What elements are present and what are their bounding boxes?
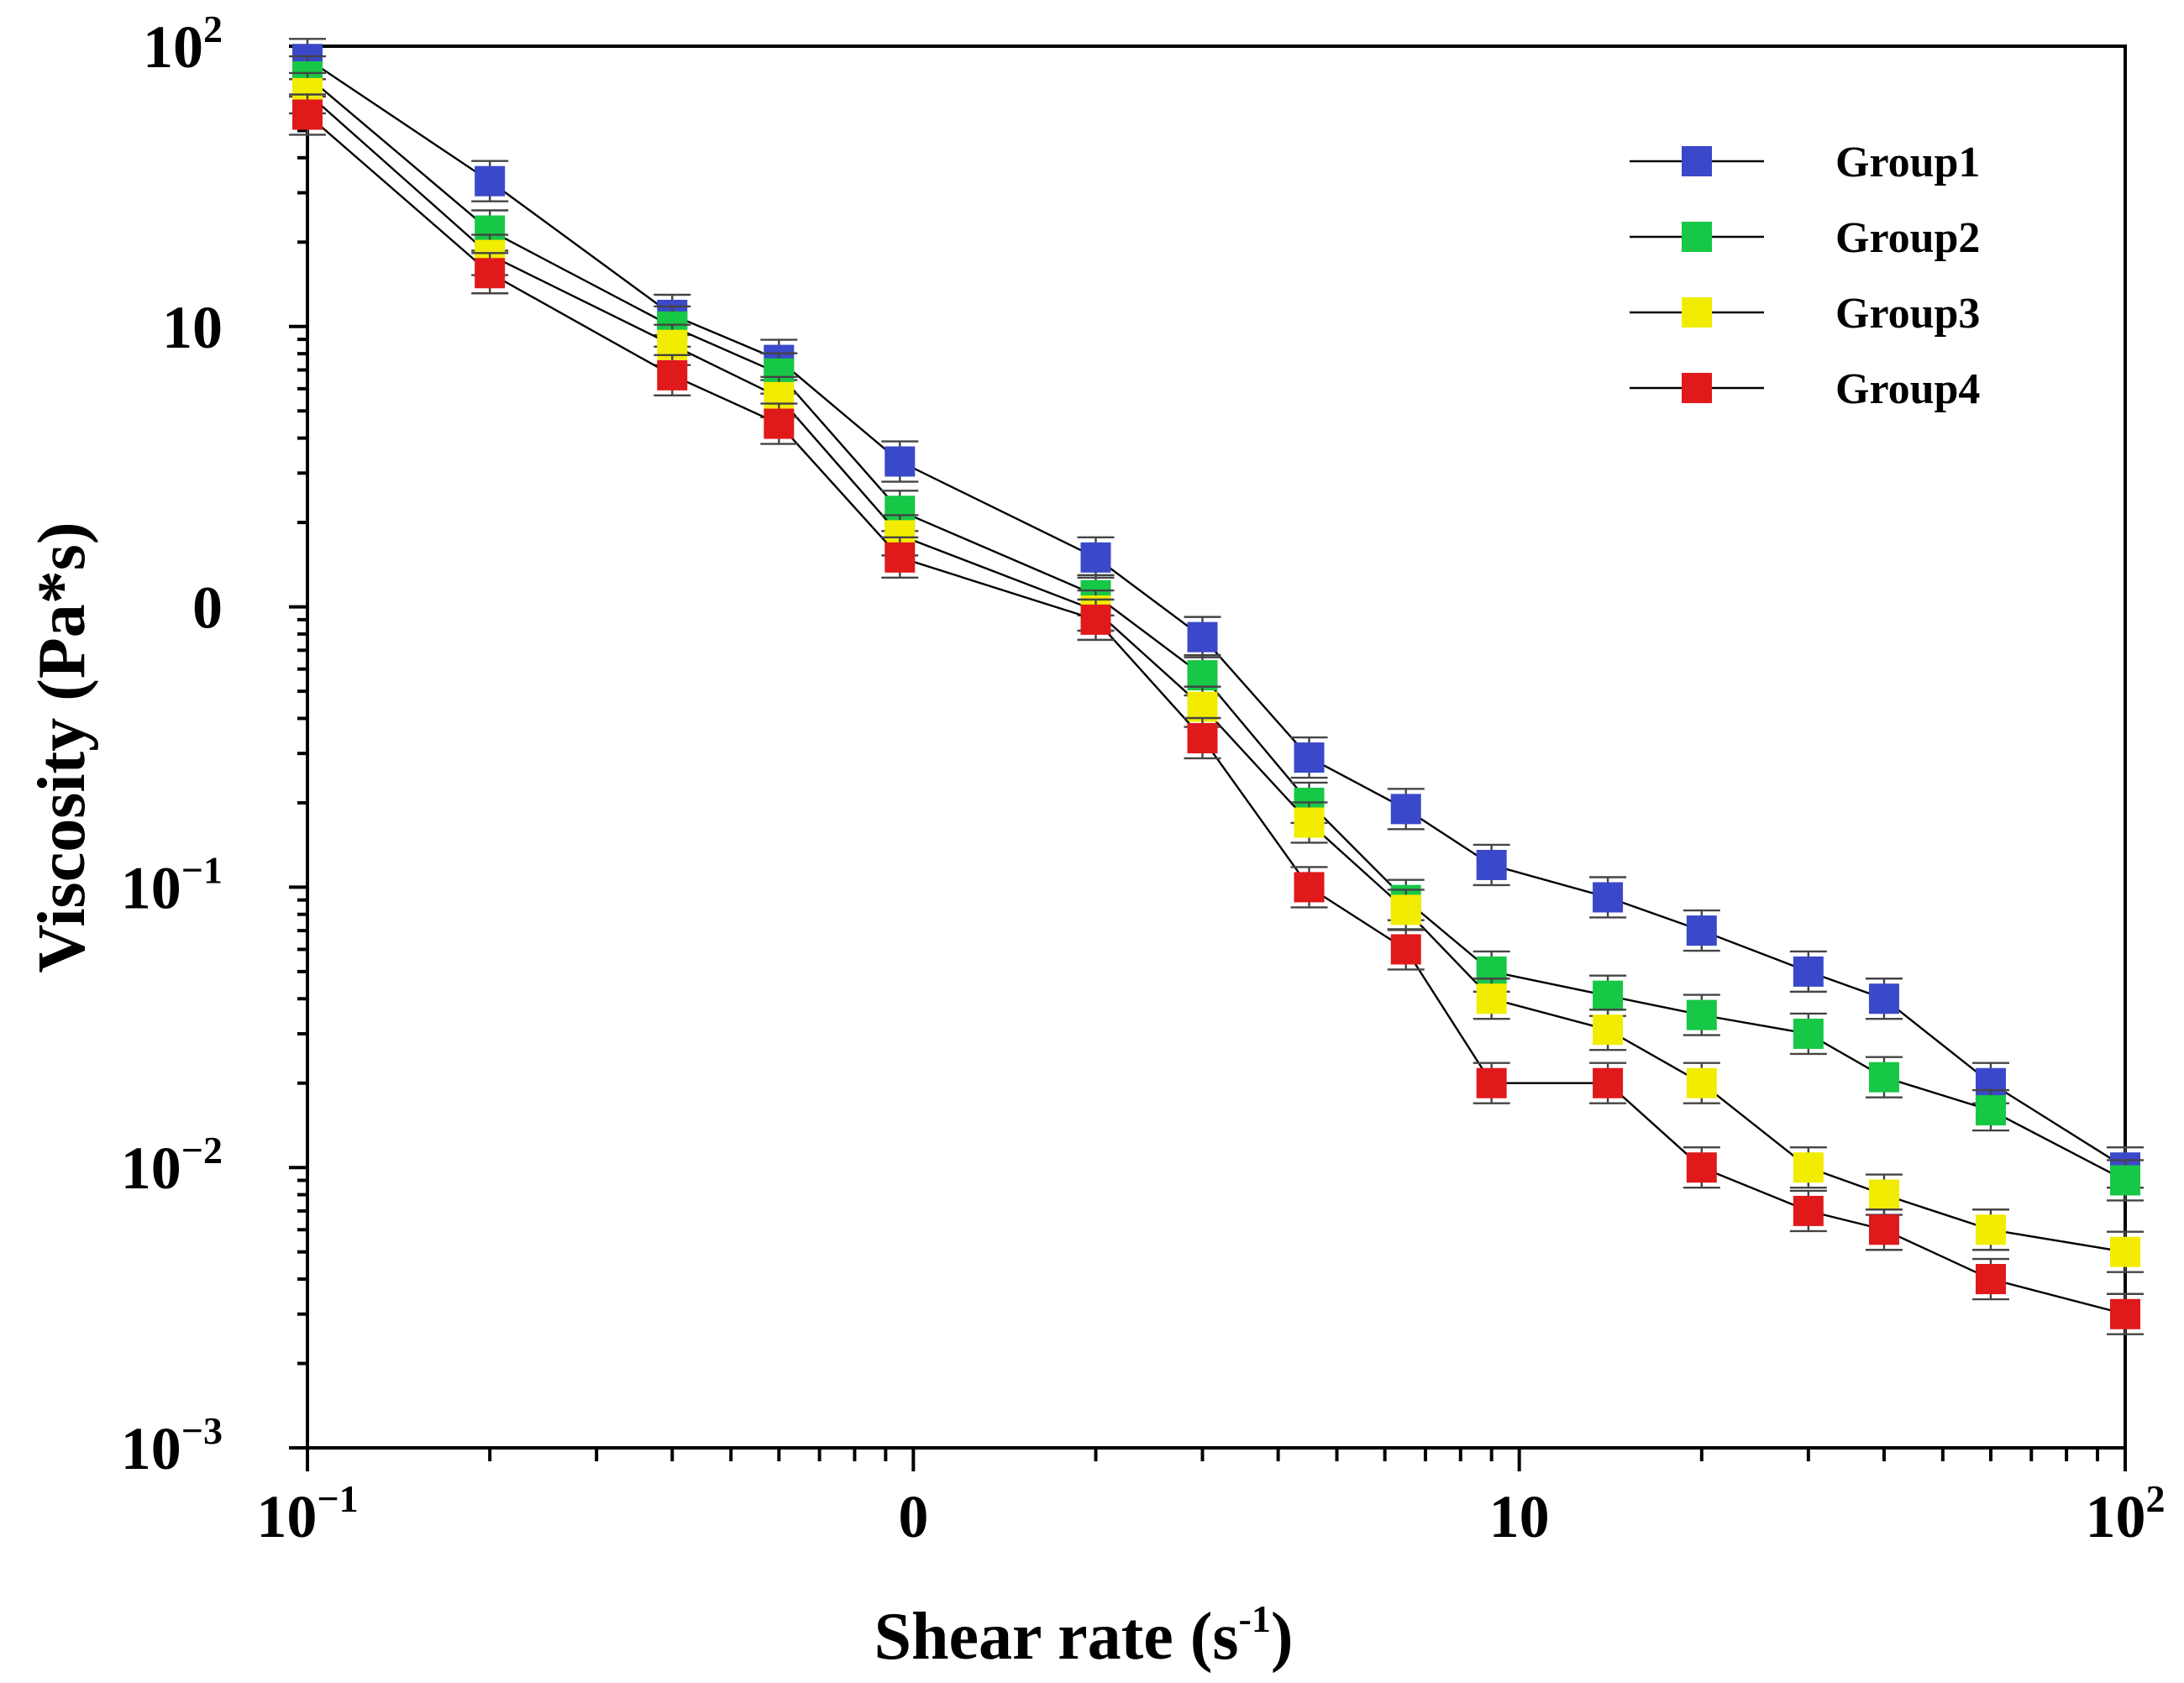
data-point bbox=[1187, 660, 1218, 691]
y-axis-title: Viscosity (Pa*s) bbox=[25, 522, 99, 973]
data-point bbox=[1593, 1015, 1624, 1046]
y-tick-label: 10−1 bbox=[121, 848, 223, 921]
x-tick-label: 102 bbox=[2086, 1477, 2166, 1550]
data-point bbox=[475, 258, 506, 289]
legend-label: Group1 bbox=[1835, 139, 1980, 186]
data-point bbox=[2110, 1298, 2140, 1329]
data-point bbox=[1975, 1095, 2006, 1126]
data-point bbox=[1686, 915, 1717, 946]
data-point bbox=[1294, 807, 1325, 838]
data-point bbox=[2110, 1165, 2140, 1196]
plot-frame bbox=[306, 45, 2127, 1450]
data-point bbox=[764, 408, 795, 439]
legend-label: Group2 bbox=[1835, 214, 1980, 262]
data-point bbox=[1294, 742, 1325, 773]
legend-marker bbox=[1682, 146, 1712, 176]
y-tick-label: 10−2 bbox=[121, 1129, 223, 1202]
legend-label: Group4 bbox=[1835, 365, 1980, 413]
x-tick-label: 10 bbox=[1489, 1483, 1550, 1550]
data-point bbox=[1793, 1195, 1824, 1226]
x-tick-label: 10−1 bbox=[256, 1477, 358, 1550]
data-point bbox=[1476, 1067, 1507, 1098]
y-tick-label: 10 bbox=[162, 294, 223, 361]
axis-ticks: 10−1 0 10 102 102 10 0 10−1 10−2 10−3 bbox=[121, 8, 2166, 1550]
legend-marker bbox=[1682, 297, 1712, 328]
legend: Group1 Group2 Group3 Group4 bbox=[1630, 139, 1980, 413]
data-point bbox=[2110, 1236, 2140, 1267]
data-point bbox=[1793, 1152, 1824, 1183]
data-point bbox=[1686, 1067, 1717, 1098]
series-Group1 bbox=[289, 38, 2144, 1189]
data-point bbox=[1793, 956, 1824, 987]
series-Group4 bbox=[289, 93, 2144, 1335]
data-point bbox=[1390, 894, 1421, 925]
data-point bbox=[1868, 1062, 1899, 1093]
x-tick-label: 0 bbox=[898, 1483, 928, 1550]
data-point bbox=[1868, 1214, 1899, 1245]
x-axis-title-main: Shear rate (s bbox=[874, 1600, 1239, 1674]
data-point bbox=[1593, 882, 1624, 913]
y-tick-label: 10−3 bbox=[121, 1409, 223, 1482]
data-point bbox=[1187, 621, 1218, 653]
data-point bbox=[1975, 1264, 2006, 1295]
data-point bbox=[1476, 849, 1507, 880]
legend-label: Group3 bbox=[1835, 290, 1980, 338]
legend-entry-Group3: Group3 bbox=[1630, 290, 1980, 338]
data-series bbox=[289, 38, 2144, 1335]
legend-marker bbox=[1682, 222, 1712, 252]
data-point bbox=[1593, 980, 1624, 1011]
x-axis-title-sup: -1 bbox=[1239, 1597, 1271, 1640]
data-point bbox=[1294, 872, 1325, 903]
legend-entry-Group2: Group2 bbox=[1630, 214, 1980, 262]
data-point bbox=[1187, 691, 1218, 722]
data-point bbox=[475, 165, 506, 197]
data-point bbox=[885, 542, 916, 573]
data-point bbox=[292, 99, 323, 130]
data-point bbox=[1793, 1018, 1824, 1049]
y-tick-label: 0 bbox=[192, 574, 223, 642]
x-axis-title-end: ) bbox=[1271, 1600, 1294, 1674]
data-point bbox=[1868, 983, 1899, 1015]
series-line bbox=[307, 76, 2126, 1182]
y-tick-label: 102 bbox=[143, 8, 223, 81]
x-axis-title: Shear rate (s-1) bbox=[874, 1597, 1294, 1674]
series-line bbox=[307, 92, 2126, 1253]
data-point bbox=[1868, 1179, 1899, 1210]
data-point bbox=[1187, 722, 1218, 753]
data-point bbox=[1686, 999, 1717, 1030]
data-point bbox=[1080, 542, 1111, 573]
data-point bbox=[885, 446, 916, 477]
data-point bbox=[1686, 1152, 1717, 1183]
legend-entry-Group1: Group1 bbox=[1630, 139, 1980, 186]
series-line bbox=[307, 113, 2126, 1315]
data-point bbox=[657, 359, 688, 391]
legend-entry-Group4: Group4 bbox=[1630, 365, 1980, 413]
data-point bbox=[1390, 794, 1421, 825]
legend-marker bbox=[1682, 373, 1712, 403]
data-point bbox=[1476, 983, 1507, 1015]
series-line bbox=[307, 58, 2126, 1169]
series-Group2 bbox=[289, 55, 2144, 1202]
data-point bbox=[1080, 604, 1111, 635]
data-point bbox=[1975, 1214, 2006, 1245]
data-point bbox=[1390, 934, 1421, 965]
data-point bbox=[1593, 1067, 1624, 1098]
